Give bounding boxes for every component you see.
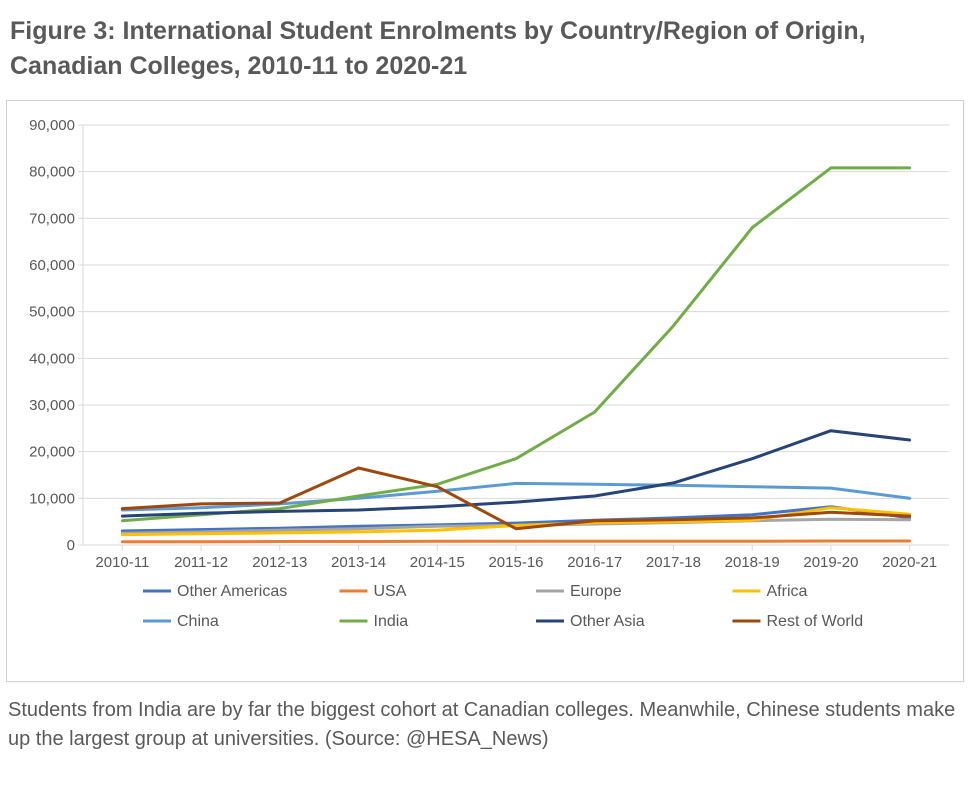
legend-label: Europe: [570, 583, 622, 600]
legend-label: Other Asia: [570, 613, 645, 630]
svg-text:30,000: 30,000: [29, 397, 75, 414]
svg-text:2018-19: 2018-19: [725, 554, 780, 571]
svg-text:40,000: 40,000: [29, 350, 75, 367]
svg-text:2016-17: 2016-17: [567, 554, 622, 571]
legend-label: Rest of World: [767, 613, 864, 630]
svg-text:2012-13: 2012-13: [252, 554, 307, 571]
svg-text:2015-16: 2015-16: [488, 554, 543, 571]
figure-title: Figure 3: International Student Enrolmen…: [10, 14, 960, 84]
svg-text:10,000: 10,000: [29, 490, 75, 507]
legend-label: Africa: [767, 583, 808, 600]
svg-text:2019-20: 2019-20: [803, 554, 858, 571]
svg-text:2013-14: 2013-14: [331, 554, 386, 571]
chart-container: 0 10,000 20,000 30,000 40,000 50,000 60,000 70,…: [6, 100, 964, 682]
legend-label: USA: [374, 583, 407, 600]
svg-text:2020-21: 2020-21: [882, 554, 937, 571]
legend-label: India: [374, 613, 409, 630]
figure-caption: Students from India are by far the bigge…: [6, 696, 964, 754]
svg-text:2011-12: 2011-12: [174, 554, 228, 571]
legend-label: China: [177, 613, 219, 630]
legend-label: Other Americas: [177, 583, 287, 600]
svg-text:0: 0: [67, 537, 75, 554]
svg-text:50,000: 50,000: [29, 304, 75, 321]
line-chart: 0 10,000 20,000 30,000 40,000 50,000 60,000 70,…: [15, 109, 961, 669]
series-line: [122, 541, 909, 542]
svg-text:70,000: 70,000: [29, 210, 75, 227]
svg-text:60,000: 60,000: [29, 257, 75, 274]
svg-text:80,000: 80,000: [29, 164, 75, 181]
svg-text:20,000: 20,000: [29, 444, 75, 461]
svg-text:2017-18: 2017-18: [646, 554, 701, 571]
svg-text:2010-11: 2010-11: [95, 554, 149, 571]
svg-text:2014-15: 2014-15: [410, 554, 465, 571]
svg-text:90,000: 90,000: [29, 117, 75, 134]
